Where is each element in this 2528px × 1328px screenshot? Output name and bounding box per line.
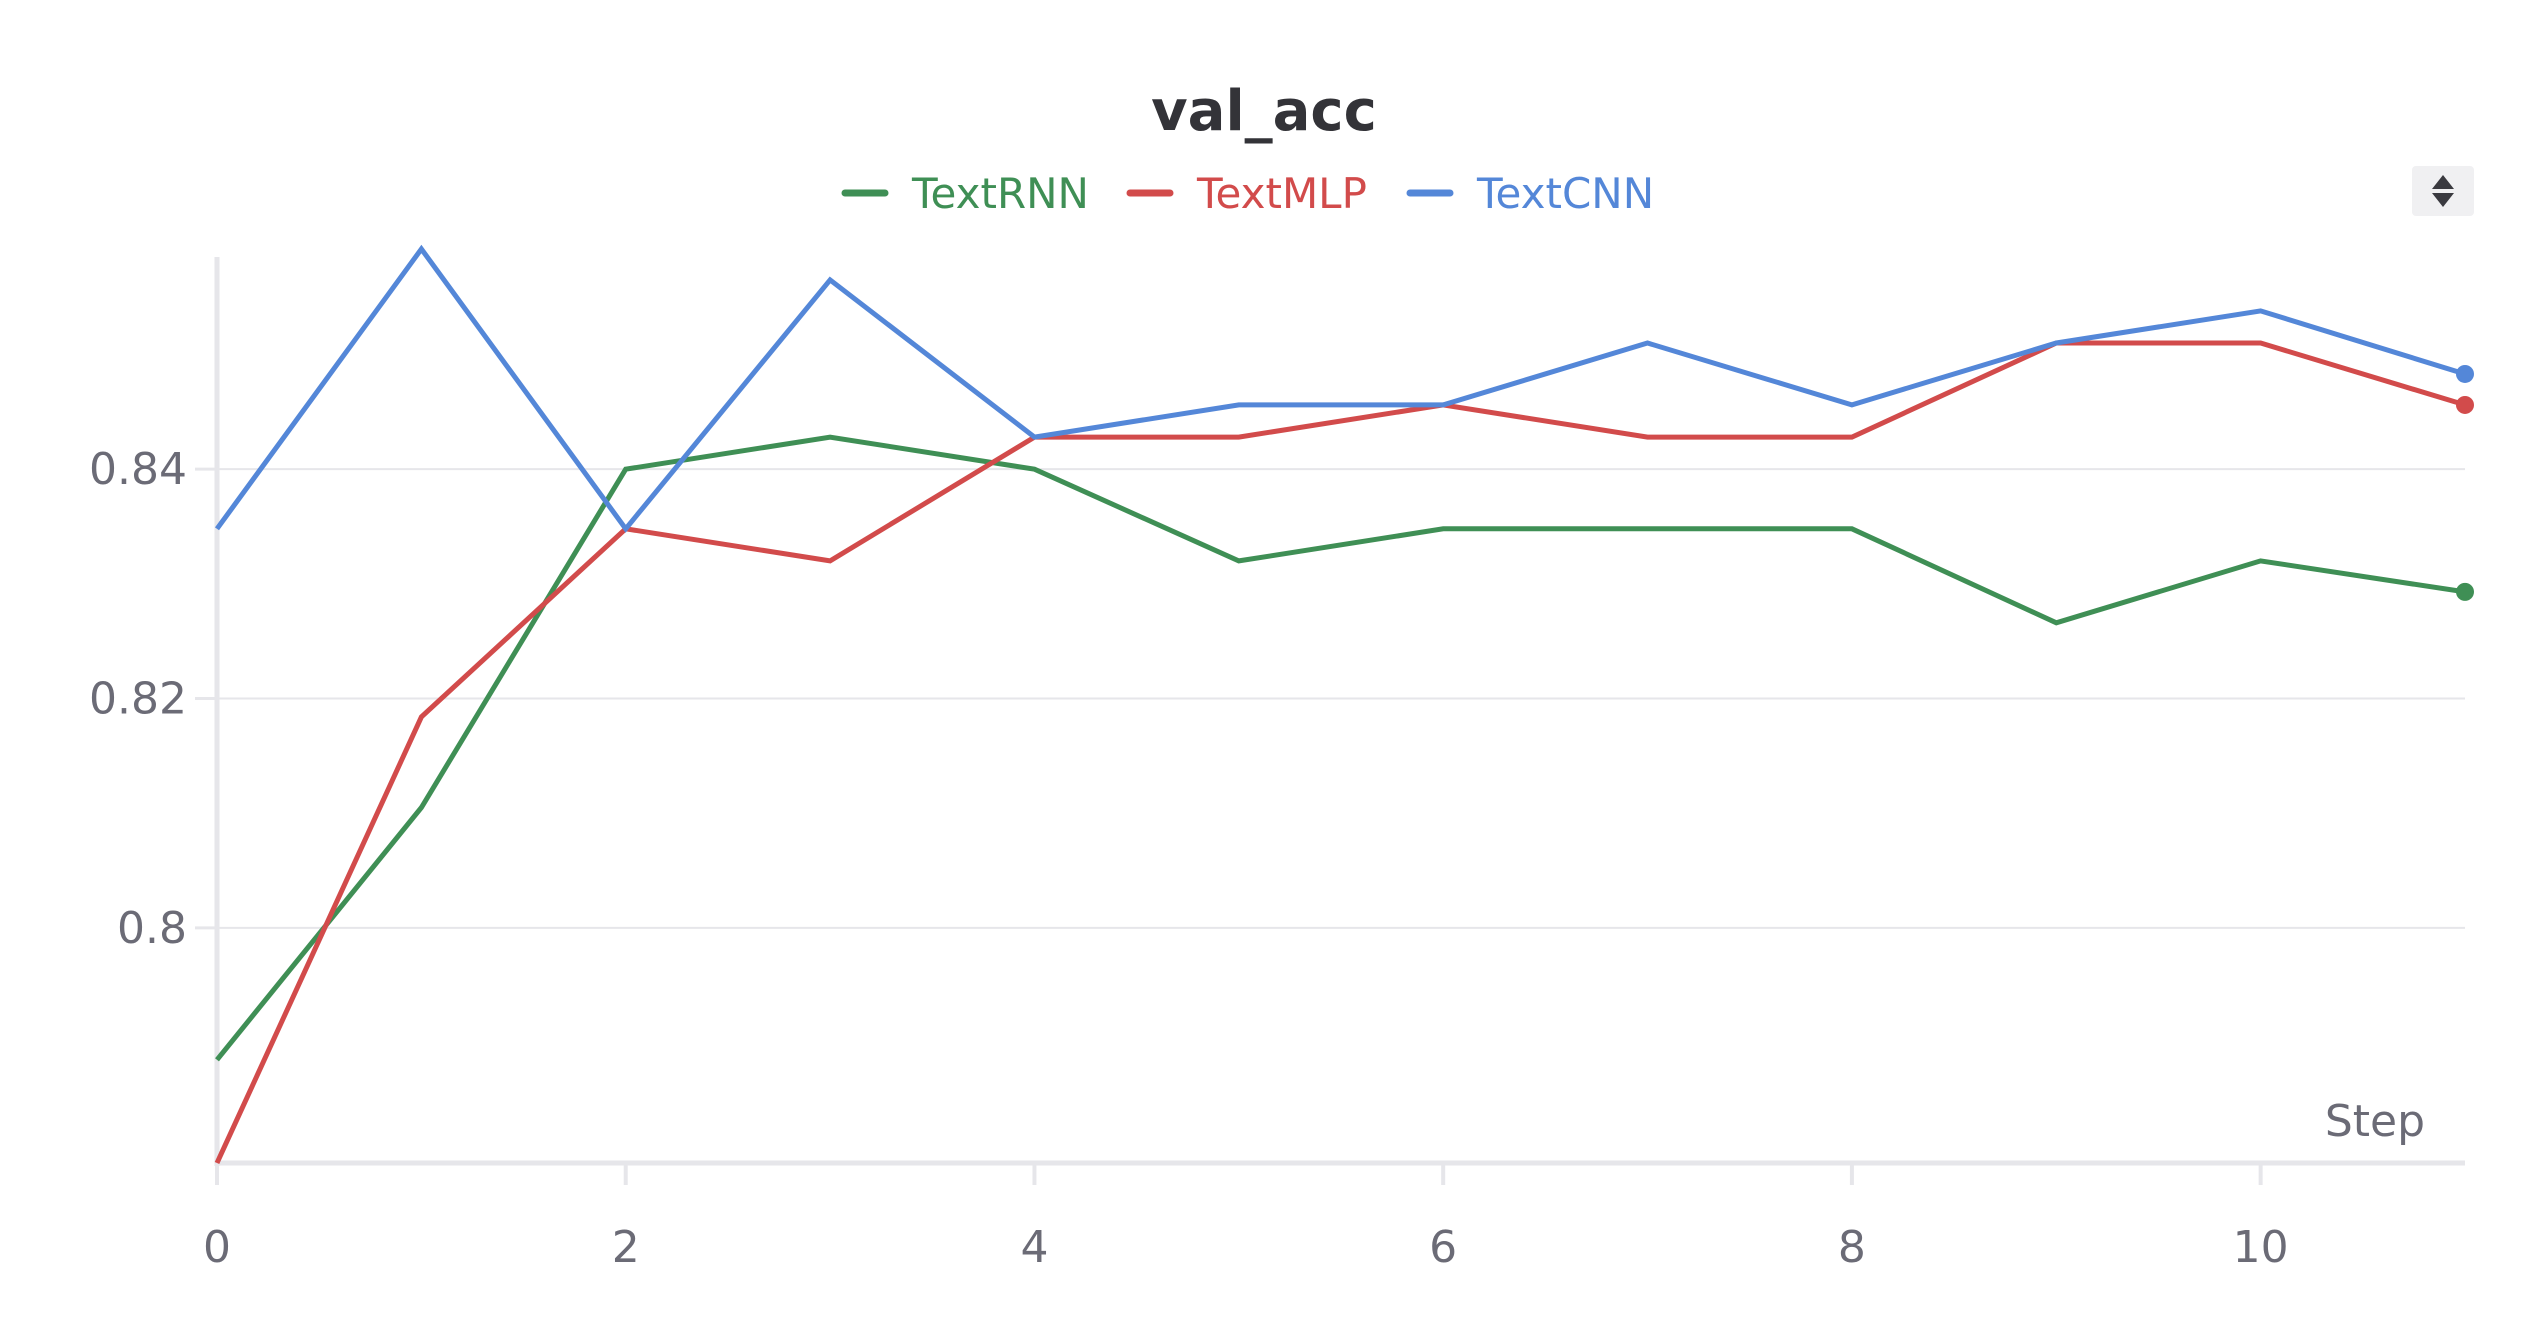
legend-item-textmlp[interactable]: TextMLP: [1126, 169, 1367, 218]
legend-label: TextMLP: [1196, 169, 1367, 218]
legend-label: TextRNN: [911, 169, 1089, 218]
series-lines: [214, 244, 2474, 1165]
legend: TextRNN TextMLP TextCNN: [841, 169, 1654, 218]
legend-item-textcnn[interactable]: TextCNN: [1406, 169, 1654, 218]
series-line-textmlp: [214, 340, 2466, 1165]
x-tick-label: 4: [1020, 1222, 1048, 1273]
series-line-textrnn: [215, 434, 2466, 1062]
y-tick-label: 0.84: [89, 444, 187, 495]
grid-lines: [217, 468, 2465, 929]
x-tick-label: 0: [203, 1222, 231, 1273]
legend-label: TextCNN: [1476, 169, 1654, 218]
chart-title: val_acc: [1151, 79, 1377, 144]
series-line-textcnn: [214, 244, 2466, 533]
series-endpoint-textmlp: [2456, 395, 2474, 414]
x-tick-label: 8: [1838, 1222, 1866, 1273]
tick-labels: 0.8 0.82 0.84 0 2 4 6 8 10: [89, 444, 2289, 1273]
series-endpoint-textcnn: [2456, 364, 2474, 383]
sort-control-button[interactable]: [2412, 166, 2474, 216]
x-tick-label: 2: [612, 1222, 640, 1273]
x-tick-label: 10: [2233, 1222, 2289, 1273]
axes: [195, 257, 2465, 1185]
x-axis-label: Step: [2325, 1096, 2425, 1147]
series-endpoint-textrnn: [2456, 582, 2474, 601]
legend-item-textrnn[interactable]: TextRNN: [841, 169, 1089, 218]
y-tick-label: 0.82: [89, 674, 187, 725]
sort-updown-icon: [2432, 175, 2454, 207]
x-tick-label: 6: [1429, 1222, 1457, 1273]
y-tick-label: 0.8: [117, 903, 187, 954]
